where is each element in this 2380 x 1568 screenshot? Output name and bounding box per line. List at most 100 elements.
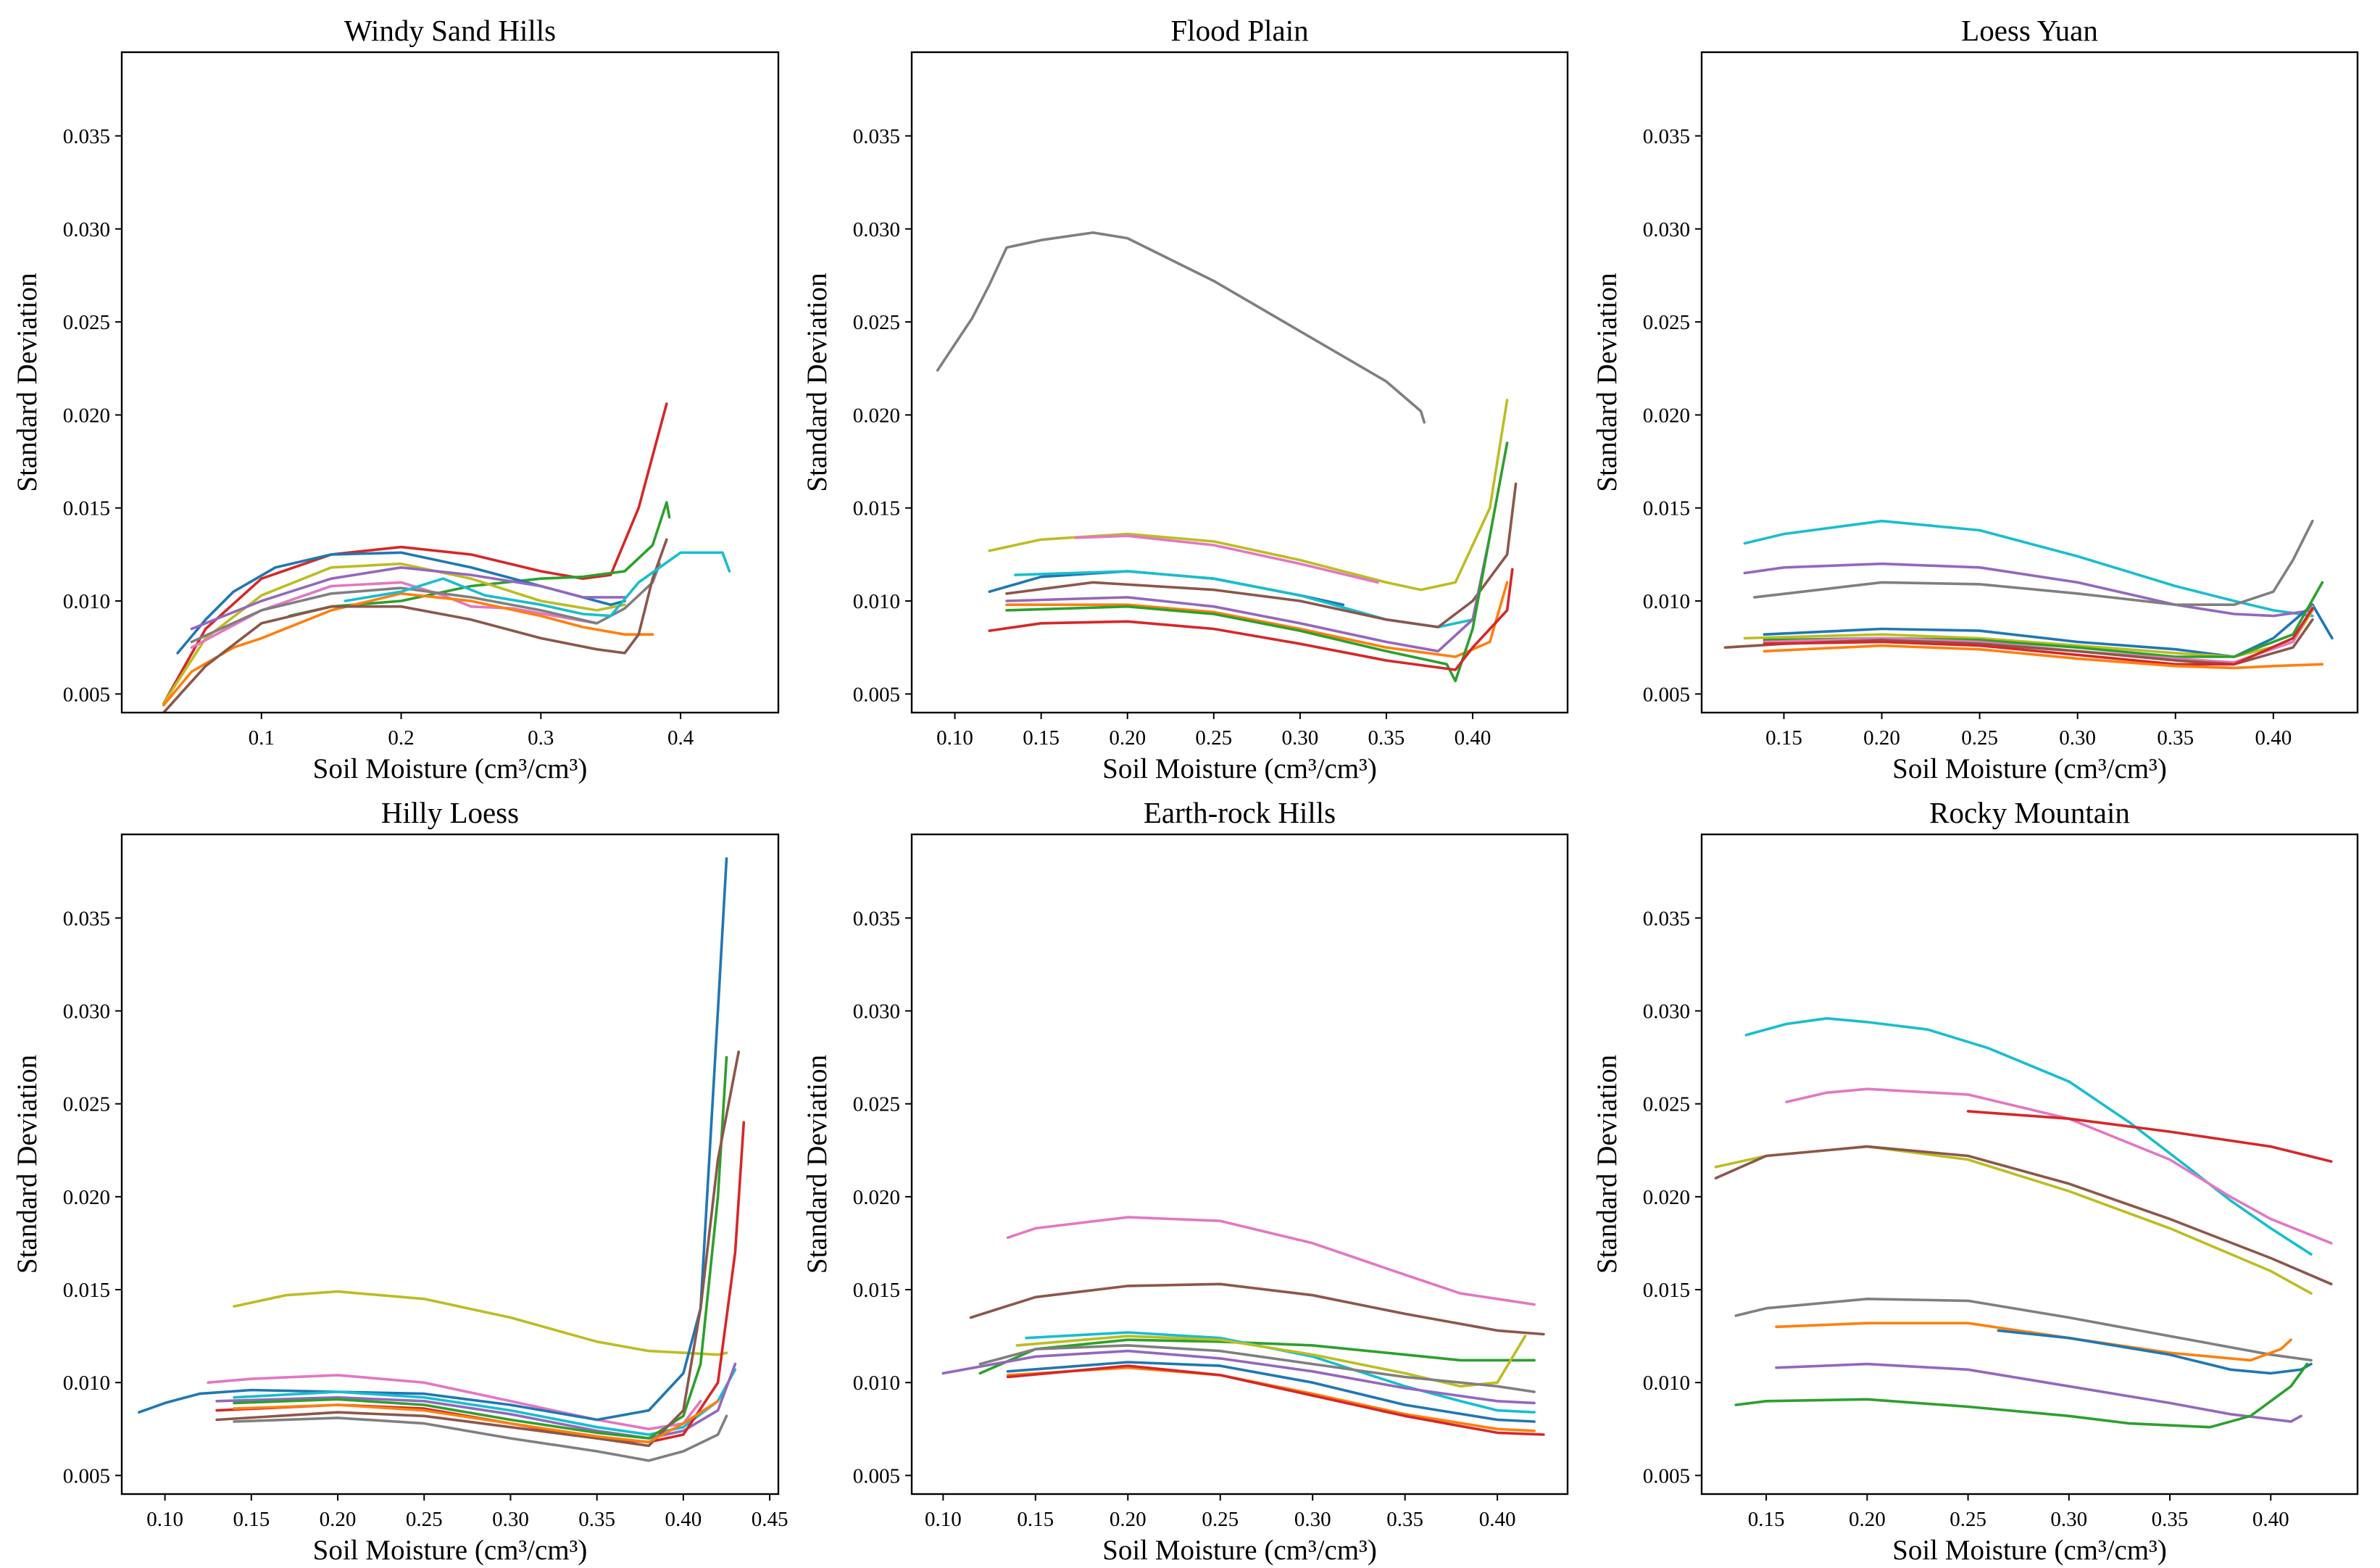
series-line-red xyxy=(988,568,1514,671)
y-tick-label: 0.025 xyxy=(853,311,900,334)
plot-frame xyxy=(910,833,1569,1496)
y-tick-label: 0.020 xyxy=(63,1186,110,1209)
series-line-green xyxy=(1734,1362,2309,1429)
y-tick-label: 0.005 xyxy=(853,683,900,706)
series-line-red xyxy=(1006,1364,1545,1436)
x-tick-label: 0.15 xyxy=(233,1508,270,1531)
series-line-purple xyxy=(1743,562,2314,618)
series-line-blue xyxy=(138,857,728,1422)
y-tick-label: 0.025 xyxy=(63,311,110,334)
panel-earth-rock-hills: 0.10 0.15 0.20 0.25 0.30 0.35 0.40 0.005 0.010 0.… xyxy=(802,796,1569,1566)
x-tick-label: 0.40 xyxy=(1455,726,1491,750)
x-tick-label: 0.40 xyxy=(2255,726,2292,750)
y-tick-label: 0.015 xyxy=(1643,1279,1690,1302)
y-tick-label: 0.035 xyxy=(1643,125,1690,148)
x-tick-label: 0.45 xyxy=(752,1508,789,1531)
y-axis-label: Standard Deviation xyxy=(1591,273,1623,491)
x-tick-label: 0.4 xyxy=(667,726,694,750)
x-tick-label: 0.15 xyxy=(1017,1508,1054,1531)
x-tick-label: 0.25 xyxy=(1950,1508,1986,1531)
y-axis-label: Standard Deviation xyxy=(802,273,833,491)
series-line-pink xyxy=(190,581,599,649)
y-tick-label: 0.030 xyxy=(853,1000,900,1024)
x-tick-label: 0.35 xyxy=(578,1508,615,1531)
series-line-cyan xyxy=(1744,1017,2313,1256)
series-line-orange xyxy=(233,1400,720,1443)
x-tick-label: 0.35 xyxy=(1386,1508,1423,1531)
series-line-pink xyxy=(207,1374,702,1431)
plot-frame xyxy=(910,51,1569,714)
y-tick-label: 0.030 xyxy=(63,1000,110,1024)
y-tick-label: 0.025 xyxy=(1643,1093,1690,1116)
y-tick-label: 0.035 xyxy=(1643,907,1690,930)
series-line-olive xyxy=(1015,1335,1527,1388)
x-tick-label: 0.35 xyxy=(2157,726,2194,750)
y-axis-label: Standard Deviation xyxy=(12,1055,43,1274)
series-line-brown xyxy=(969,1282,1545,1336)
series-line-purple xyxy=(190,566,626,631)
series-line-blue xyxy=(1006,1361,1536,1423)
y-axis-label: Standard Deviation xyxy=(802,1055,833,1274)
x-axis-label: Soil Moisture (cm³/cm³) xyxy=(313,1535,588,1566)
panel-windy-sand-hills: 0.1 0.2 0.3 0.4 0.005 0.010 0.015 0.020 0.025 0.0… xyxy=(12,14,780,784)
x-tick-label: 0.20 xyxy=(1863,726,1900,750)
x-tick-label: 0.25 xyxy=(406,1508,443,1531)
series-line-pink xyxy=(1074,534,1379,584)
x-tick-label: 0.20 xyxy=(320,1508,357,1531)
series-line-brown xyxy=(162,538,668,713)
series-line-olive xyxy=(162,562,626,705)
x-tick-label: 0.10 xyxy=(925,1508,962,1531)
chart-title: Rocky Mountain xyxy=(1929,796,2130,829)
series-line-red xyxy=(162,402,668,705)
series-line-brown xyxy=(215,1050,740,1448)
series-line-gray xyxy=(936,231,1426,424)
series-line-cyan xyxy=(344,551,731,618)
x-tick-label: 0.15 xyxy=(1023,726,1060,750)
x-tick-label: 0.40 xyxy=(2252,1508,2289,1531)
y-tick-label: 0.020 xyxy=(853,404,900,427)
y-tick-label: 0.005 xyxy=(63,683,110,706)
series-line-orange xyxy=(1005,581,1509,658)
panel-flood-plain: 0.10 0.15 0.20 0.25 0.30 0.35 0.40 0.005 0.010 0.… xyxy=(802,14,1569,784)
series-line-blue xyxy=(1763,603,2334,658)
series-line-blue xyxy=(176,551,626,655)
y-tick-label: 0.015 xyxy=(853,497,900,520)
chart-title: Earth-rock Hills xyxy=(1144,796,1336,829)
series-line-purple xyxy=(1005,534,1491,653)
x-axis-label: Soil Moisture (cm³/cm³) xyxy=(1892,1535,2167,1566)
series-line-orange xyxy=(1006,1366,1536,1432)
series-line-brown xyxy=(1005,482,1518,629)
x-tick-label: 0.30 xyxy=(2059,726,2096,750)
y-tick-label: 0.030 xyxy=(853,218,900,241)
x-tick-label: 0.3 xyxy=(528,726,554,750)
y-tick-label: 0.035 xyxy=(63,907,110,930)
series-line-green xyxy=(1763,581,2324,658)
y-tick-label: 0.010 xyxy=(1643,1372,1690,1395)
x-tick-label: 0.30 xyxy=(1281,726,1318,750)
series-line-green xyxy=(1005,441,1509,683)
x-tick-label: 0.25 xyxy=(1961,726,1998,750)
x-tick-label: 0.35 xyxy=(2152,1508,2189,1531)
y-tick-label: 0.005 xyxy=(1643,683,1690,706)
chart-title: Flood Plain xyxy=(1170,14,1308,47)
x-tick-label: 0.1 xyxy=(249,726,275,750)
y-tick-label: 0.035 xyxy=(853,907,900,930)
y-tick-label: 0.030 xyxy=(1643,218,1690,241)
series-line-olive xyxy=(988,399,1509,592)
y-tick-label: 0.015 xyxy=(63,497,110,520)
x-tick-label: 0.30 xyxy=(492,1508,529,1531)
series-line-pink xyxy=(1785,1087,2333,1245)
plot-frame xyxy=(120,51,780,714)
plot-frame xyxy=(1700,51,2359,714)
series-line-cyan xyxy=(1743,519,2314,618)
series-line-green xyxy=(233,1055,728,1440)
x-tick-label: 0.25 xyxy=(1202,1508,1239,1531)
y-tick-label: 0.010 xyxy=(63,1372,110,1395)
y-tick-label: 0.015 xyxy=(1643,497,1690,520)
series-line-orange xyxy=(1775,1322,2292,1362)
series-line-gray xyxy=(190,562,661,644)
series-line-blue xyxy=(1997,1329,2313,1375)
x-axis-label: Soil Moisture (cm³/cm³) xyxy=(1102,1535,1377,1566)
y-axis-label: Standard Deviation xyxy=(12,273,43,491)
